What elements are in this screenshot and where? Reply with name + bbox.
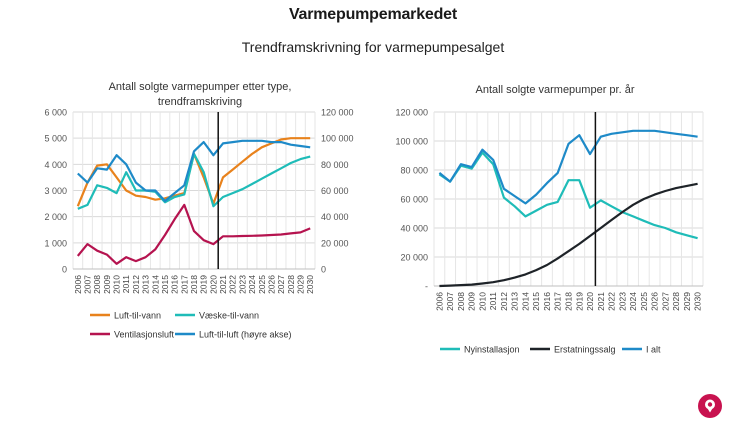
y-tick-label: 5 000 — [44, 134, 67, 144]
series-line-ventilasjonsluft — [76, 203, 311, 265]
x-tick-label: 2024 — [247, 275, 257, 294]
x-tick-label: 2013 — [141, 275, 151, 294]
y2-tick-label: 120 000 — [321, 108, 354, 118]
x-tick-label: 2030 — [305, 275, 315, 294]
x-tick-label: 2010 — [477, 292, 487, 311]
y2-tick-label: 80 000 — [321, 160, 349, 170]
x-tick-label: 2006 — [434, 292, 444, 311]
x-tick-label: 2008 — [456, 292, 466, 311]
x-tick-label: 2010 — [112, 275, 122, 294]
x-tick-label: 2026 — [650, 292, 660, 311]
x-tick-label: 2017 — [179, 275, 189, 294]
x-tick-label: 2016 — [170, 275, 180, 294]
y-tick-label: 120 000 — [395, 108, 428, 118]
x-tick-label: 2011 — [488, 292, 498, 311]
brand-logo — [697, 393, 723, 419]
x-tick-label: 2006 — [73, 275, 83, 294]
legend-label: Luft-til-vann — [114, 311, 161, 321]
x-tick-label: 2027 — [276, 275, 286, 294]
location-pin-icon — [698, 394, 722, 418]
y-tick-label: 4 000 — [44, 160, 67, 170]
x-tick-label: 2009 — [467, 292, 477, 311]
x-tick-label: 2027 — [660, 292, 670, 311]
y-tick-label: 60 000 — [400, 195, 428, 205]
x-tick-label: 2019 — [574, 292, 584, 311]
x-tick-label: 2016 — [542, 292, 552, 311]
x-tick-label: 2022 — [607, 292, 617, 311]
y2-tick-label: 0 — [321, 265, 326, 275]
x-tick-label: 2028 — [671, 292, 681, 311]
y-tick-label: - — [425, 282, 428, 292]
x-tick-label: 2012 — [131, 275, 141, 294]
y-tick-label: 6 000 — [44, 108, 67, 118]
legend-label: Luft-til-luft (høyre akse) — [199, 330, 292, 340]
x-tick-label: 2028 — [286, 275, 296, 294]
x-tick-label: 2020 — [208, 275, 218, 294]
x-tick-label: 2011 — [121, 275, 131, 294]
series-line-luft-til-luft-h-yre-akse- — [77, 139, 311, 203]
x-tick-label: 2023 — [237, 275, 247, 294]
y-tick-label: 80 000 — [400, 166, 428, 176]
x-tick-label: 2007 — [445, 292, 455, 311]
page-title: Varmepumpemarkedet — [288, 6, 458, 23]
x-tick-label: 2014 — [150, 275, 160, 294]
chart-2-title: Antall solgte varmepumper pr. år — [475, 84, 635, 96]
x-tick-label: 2029 — [682, 292, 692, 311]
y2-tick-label: 40 000 — [321, 212, 349, 222]
x-tick-label: 2026 — [266, 275, 276, 294]
y2-tick-label: 60 000 — [321, 186, 349, 196]
x-tick-label: 2019 — [199, 275, 209, 294]
y-tick-label: 0 — [62, 265, 67, 275]
legend-label: Væske-til-vann — [199, 311, 259, 321]
x-tick-label: 2025 — [639, 292, 649, 311]
x-tick-label: 2007 — [83, 275, 93, 294]
x-tick-label: 2018 — [189, 275, 199, 294]
x-tick-label: 2015 — [160, 275, 170, 294]
x-tick-label: 2009 — [102, 275, 112, 294]
chart-1: 0 1 000 2 000 3 000 4 000 5 000 6 000 0 20 000 40… — [44, 108, 353, 340]
series-line-nyinstallasjon — [438, 151, 698, 240]
y-tick-label: 2 000 — [44, 212, 67, 222]
y-tick-label: 1 000 — [44, 238, 67, 248]
x-tick-label: 2013 — [510, 292, 520, 311]
chart-2: - 20 000 40 000 60 000 80 000 100 000 120 000 2… — [395, 108, 704, 355]
x-tick-label: 2021 — [218, 275, 228, 294]
x-tick-label: 2012 — [499, 292, 509, 311]
x-tick-label: 2015 — [531, 292, 541, 311]
legend-label: Nyinstallasjon — [464, 345, 520, 355]
x-tick-label: 2021 — [596, 292, 606, 311]
legend-label: I alt — [646, 345, 661, 355]
x-tick-label: 2022 — [228, 275, 238, 294]
x-tick-label: 2018 — [564, 292, 574, 311]
x-tick-label: 2025 — [257, 275, 267, 294]
x-tick-label: 2008 — [92, 275, 102, 294]
x-tick-label: 2029 — [295, 275, 305, 294]
page-subtitle: Trendframskrivning for varmepumpesalget — [241, 39, 505, 55]
y2-tick-label: 100 000 — [321, 134, 354, 144]
y-tick-label: 3 000 — [44, 186, 67, 196]
x-tick-label: 2020 — [585, 292, 595, 311]
legend-label: Ventilasjonsluft — [114, 330, 175, 340]
x-tick-label: 2017 — [553, 292, 563, 311]
y-tick-label: 100 000 — [395, 137, 428, 147]
x-tick-label: 2014 — [520, 292, 530, 311]
y-tick-label: 20 000 — [400, 253, 428, 263]
x-tick-label: 2030 — [693, 292, 703, 311]
x-tick-label: 2023 — [617, 292, 627, 311]
y-tick-label: 40 000 — [400, 224, 428, 234]
x-tick-label: 2024 — [628, 292, 638, 311]
series-line-i-alt — [438, 129, 698, 205]
legend-label: Erstatningssalg — [554, 345, 616, 355]
y2-tick-label: 20 000 — [321, 238, 349, 248]
series-line-erstatningssalg — [439, 182, 698, 288]
chart-1-title: Antall solgte varmepumper etter type, tr… — [108, 81, 292, 108]
